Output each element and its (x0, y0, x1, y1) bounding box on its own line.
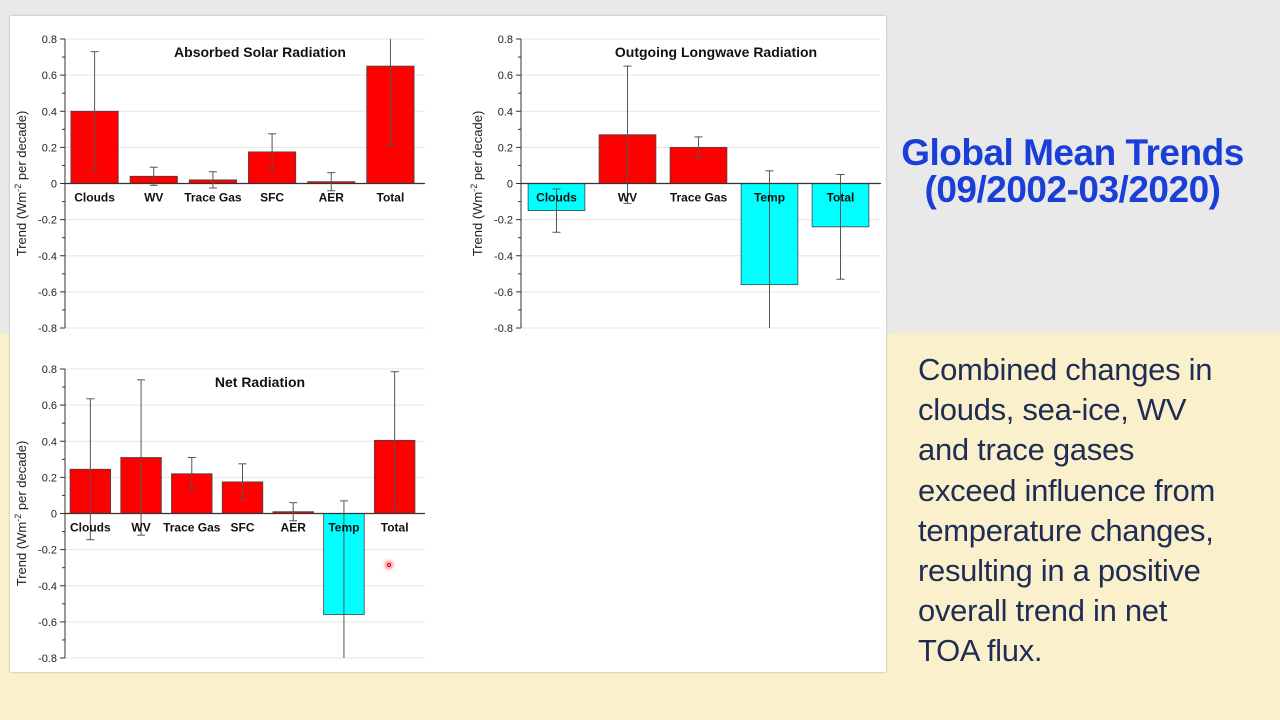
cursor-indicator (385, 561, 393, 569)
y-tick-label: 0 (51, 179, 57, 191)
y-axis-label: Trend (Wm-2 per decade) (13, 441, 29, 587)
category-label: SFC (231, 521, 255, 535)
category-label: Clouds (70, 521, 111, 535)
category-label: AER (281, 521, 307, 535)
category-label: WV (131, 521, 150, 535)
y-tick-label: -0.6 (38, 617, 57, 629)
y-tick-label: -0.4 (494, 251, 513, 263)
body-line: resulting in a positive (918, 553, 1201, 589)
body-line: Combined changes in (918, 352, 1213, 387)
chart-absorbed-solar-radiation: 0.8 0.6 0.4 0.2 0 -0.2 -0.4 -0.6 -0.8 Trend (Wm-2… (13, 34, 425, 335)
category-label: Temp (328, 521, 359, 535)
category-label: WV (618, 191, 637, 205)
y-tick-label: 0.6 (42, 400, 57, 412)
chart-title: Absorbed Solar Radiation (174, 44, 346, 60)
chart-title: Outgoing Longwave Radiation (615, 44, 817, 60)
y-tick-label: 0.2 (42, 472, 57, 484)
chart-net-radiation: 0.8 0.6 0.4 0.2 0 -0.2 -0.4 -0.6 -0.8 Trend (Wm-2… (13, 364, 425, 665)
y-tick-label: 0.8 (498, 34, 513, 46)
category-label: AER (319, 191, 345, 205)
category-label: WV (144, 191, 163, 205)
y-tick-label: 0.6 (42, 70, 57, 82)
slide-title-line: Global Mean Trends (901, 132, 1244, 173)
slide-body-text: Combined changes in clouds, sea-ice, WV … (918, 350, 1268, 672)
y-tick-label: 0.8 (42, 34, 57, 46)
body-line: clouds, sea-ice, WV (918, 392, 1187, 428)
y-tick-label: 0 (507, 179, 513, 191)
y-tick-label: 0.4 (498, 106, 513, 118)
y-tick-label: -0.2 (38, 215, 57, 227)
body-line: temperature changes, (918, 512, 1214, 548)
y-tick-label: 0.4 (42, 106, 57, 118)
y-tick-label: -0.2 (38, 545, 57, 557)
y-tick-label: 0.6 (498, 70, 513, 82)
category-label: Total (381, 521, 409, 535)
y-tick-label: -0.2 (494, 215, 513, 227)
category-label: Clouds (74, 191, 115, 205)
body-line: and trace gases (918, 432, 1135, 468)
y-tick-label: -0.6 (38, 287, 57, 299)
slide-title-line: (09/2002-03/2020) (924, 169, 1221, 210)
category-label: Total (827, 191, 855, 205)
slide-title: Global Mean Trends (09/2002-03/2020) (880, 134, 1265, 208)
chart-outgoing-longwave-radiation: 0.8 0.6 0.4 0.2 0 -0.2 -0.4 -0.6 -0.8 Trend (Wm-2… (469, 34, 881, 335)
y-tick-label: 0.2 (42, 142, 57, 154)
y-tick-label: -0.6 (494, 287, 513, 299)
y-tick-label: 0.4 (42, 436, 57, 448)
y-tick-label: -0.8 (38, 323, 57, 335)
category-label: Trace Gas (670, 191, 728, 205)
category-label: Trace Gas (184, 191, 242, 205)
body-line: TOA flux. (918, 633, 1043, 669)
category-label: Total (377, 191, 405, 205)
body-line: exceed influence from (918, 472, 1215, 508)
y-tick-label: 0.8 (42, 364, 57, 376)
y-tick-label: -0.8 (38, 653, 57, 665)
y-tick-label: 0.2 (498, 142, 513, 154)
category-label: Clouds (536, 191, 577, 205)
y-tick-label: -0.4 (38, 251, 57, 263)
y-tick-label: -0.4 (38, 581, 57, 593)
chart-title: Net Radiation (215, 374, 305, 390)
y-tick-label: 0 (51, 509, 57, 521)
y-axis-label: Trend (Wm-2 per decade) (13, 111, 29, 257)
y-axis-label: Trend (Wm-2 per decade) (469, 111, 485, 257)
figure-panel (10, 16, 886, 672)
category-label: SFC (260, 191, 284, 205)
body-line: overall trend in net (918, 593, 1168, 629)
category-label: Trace Gas (163, 521, 221, 535)
y-tick-label: -0.8 (494, 323, 513, 335)
category-label: Temp (754, 191, 785, 205)
